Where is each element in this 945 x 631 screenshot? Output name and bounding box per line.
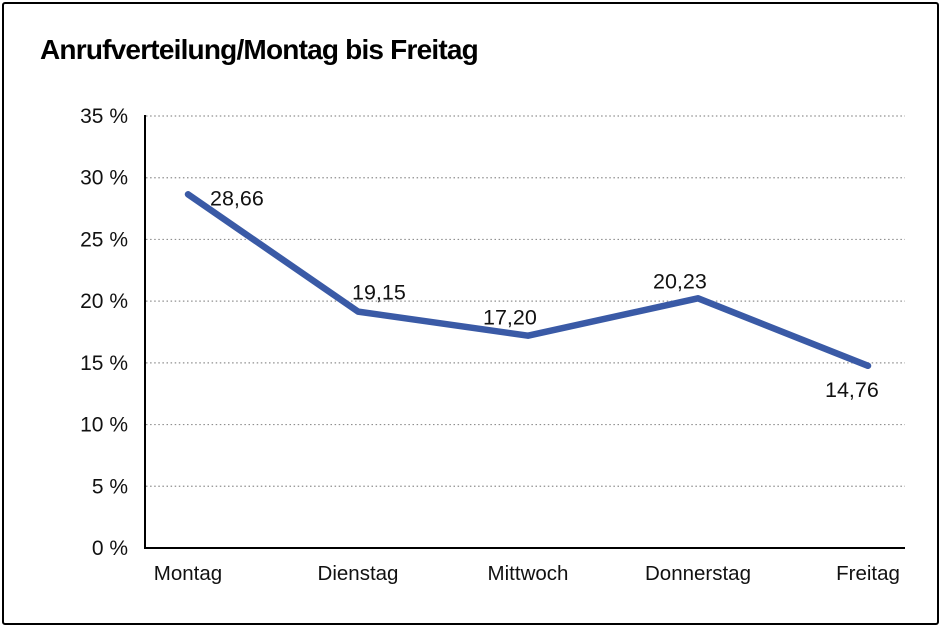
point-label: 28,66: [210, 186, 264, 210]
point-label: 19,15: [352, 281, 406, 305]
x-tick-label: Freitag: [836, 562, 900, 585]
y-tick-label: 25 %: [80, 228, 128, 251]
x-tick-label: Montag: [154, 562, 222, 585]
chart-title: Anrufverteilung/Montag bis Freitag: [40, 34, 479, 65]
point-labels-group: 28,66 19,15 17,20 20,23 14,76: [210, 186, 879, 402]
axes-group: [144, 115, 905, 549]
series-line: [184, 191, 872, 370]
y-tick-label: 35 %: [80, 105, 128, 128]
y-tick-label: 30 %: [80, 167, 128, 190]
chart-frame: Anrufverteilung/Montag bis Freitag: [2, 2, 939, 625]
gridlines-group: [146, 115, 905, 487]
x-tick-label: Mittwoch: [488, 562, 569, 585]
x-tick-labels-group: Montag Dienstag Mittwoch Donnerstag Freitag: [154, 562, 900, 585]
point-label: 17,20: [483, 306, 537, 330]
point-label: 20,23: [653, 269, 707, 293]
y-tick-label: 15 %: [80, 352, 128, 375]
y-tick-label: 20 %: [80, 290, 128, 313]
point-label: 14,76: [825, 378, 879, 402]
series-group: [184, 191, 872, 370]
x-tick-label: Donnerstag: [645, 562, 751, 585]
y-tick-label: 0 %: [92, 537, 128, 560]
y-tick-labels-group: 0 % 5 % 10 % 15 % 20 % 25 % 30 % 35 %: [80, 105, 128, 560]
x-tick-label: Dienstag: [318, 562, 399, 585]
y-tick-label: 5 %: [92, 475, 128, 498]
y-tick-label: 10 %: [80, 414, 128, 437]
